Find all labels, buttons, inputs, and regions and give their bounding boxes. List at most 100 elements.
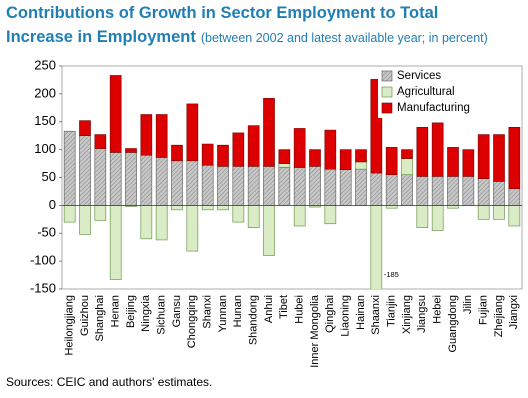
bar-segment — [125, 148, 137, 153]
bar-segment — [140, 154, 153, 206]
bar-segment — [355, 161, 367, 170]
bar-segment — [493, 134, 505, 182]
bar-segment — [140, 205, 153, 240]
bar-segment — [79, 205, 91, 235]
bar-segment — [109, 75, 122, 153]
legend-label: Services — [397, 70, 441, 82]
bar-segment — [324, 205, 337, 225]
bar-segment — [186, 160, 199, 206]
bar-segment — [309, 149, 321, 167]
x-tick-label: Shanxi — [202, 295, 214, 329]
chart-subtitle: (between 2002 and latest available year;… — [201, 31, 488, 45]
bar-segment — [109, 205, 122, 280]
bar-segment — [324, 129, 337, 170]
x-tick-label: Sichuan — [156, 295, 168, 335]
bar-segment — [186, 205, 199, 252]
bar-segment — [171, 144, 183, 162]
bar-segment — [217, 144, 229, 167]
bar-segment — [416, 176, 429, 206]
bar-segment — [355, 149, 367, 163]
bar-segment — [477, 178, 490, 206]
y-tick-label: -100 — [30, 253, 56, 268]
x-tick-label: Hebei — [432, 295, 444, 324]
bar-segment — [232, 166, 245, 206]
bar-segment — [339, 149, 352, 170]
bar-segment — [324, 168, 337, 206]
chart-title: Contributions of Growth in Sector Employ… — [6, 4, 438, 22]
bar-segment — [263, 98, 275, 167]
x-tick-label: Xinjiang — [401, 295, 413, 334]
bar-segment — [263, 166, 275, 206]
bar-segment — [293, 167, 306, 206]
legend-swatch — [381, 102, 393, 114]
bar-segment — [416, 205, 429, 228]
bar-segment — [355, 168, 367, 206]
x-tick-label: Tibet — [278, 295, 290, 319]
bar-segment — [462, 176, 475, 206]
bar-segment — [247, 166, 260, 206]
x-tick-label: Zhejiang — [493, 295, 505, 337]
x-tick-label: Chongqing — [186, 295, 198, 348]
legend-swatch — [381, 86, 393, 98]
x-tick-label: Guizhou — [79, 295, 91, 336]
bar-segment — [431, 205, 444, 231]
bar-segment — [508, 127, 521, 189]
bar-segment — [217, 205, 229, 211]
bar-segment — [155, 114, 168, 158]
x-tick-label: Qinghai — [324, 295, 336, 333]
bar-segment — [447, 147, 459, 177]
x-tick-label: Beijing — [125, 295, 137, 328]
bar-segment — [416, 127, 429, 177]
x-tick-label: Hubei — [294, 295, 306, 324]
y-tick-label: 0 — [49, 197, 56, 212]
y-tick-label: 100 — [34, 141, 56, 156]
bar-segment — [201, 143, 214, 166]
x-tick-label: Guangdong — [447, 295, 459, 353]
bar-segment — [232, 132, 245, 167]
bar-segment — [171, 205, 183, 211]
x-tick-label: Shanghai — [94, 295, 106, 342]
bar-segment — [63, 130, 76, 206]
y-tick-label: -150 — [30, 280, 56, 295]
x-tick-label: Jiangxi — [508, 295, 520, 329]
bar-segment — [201, 164, 214, 206]
x-tick-label: Jiangsu — [416, 295, 428, 333]
bar-segment — [201, 205, 214, 211]
bar-segment — [431, 176, 444, 206]
x-tick-label: Anhui — [263, 295, 275, 323]
legend-label: Manufacturing — [397, 102, 470, 114]
bar-segment — [477, 134, 490, 179]
bar-segment — [401, 158, 413, 176]
bar-segment — [171, 160, 183, 206]
bar-segment — [155, 205, 168, 241]
bar-segment — [493, 205, 505, 220]
bar-segment — [217, 166, 229, 206]
bar-segment — [431, 122, 444, 177]
bar-segment — [232, 205, 245, 223]
bar-segment — [263, 205, 275, 256]
bar-segment — [385, 174, 398, 206]
bar-segment — [125, 152, 137, 206]
x-tick-label: Heilongjiang — [64, 295, 76, 356]
x-tick-label: Fujian — [478, 295, 490, 325]
x-tick-label: Gansu — [171, 295, 183, 327]
bar-segment — [94, 134, 107, 149]
legend-swatch — [381, 70, 393, 82]
bar-segment — [385, 147, 398, 176]
bar-segment — [370, 205, 383, 289]
bar-segment — [293, 128, 306, 168]
bar-segment — [401, 149, 413, 159]
y-tick-label: -50 — [37, 225, 56, 240]
bar-segment — [370, 172, 383, 206]
x-tick-label: Yunnan — [217, 295, 229, 332]
source-note: Sources: CEIC and authors' estimates. — [6, 375, 212, 389]
bar-segment — [140, 114, 153, 156]
bar-segment — [477, 205, 490, 220]
bar-segment — [109, 152, 122, 206]
chart-title-2: Increase in Employment — [6, 28, 196, 46]
bar-segment — [186, 103, 199, 162]
x-tick-label: Shandong — [248, 295, 260, 345]
y-tick-label: 250 — [34, 57, 56, 72]
